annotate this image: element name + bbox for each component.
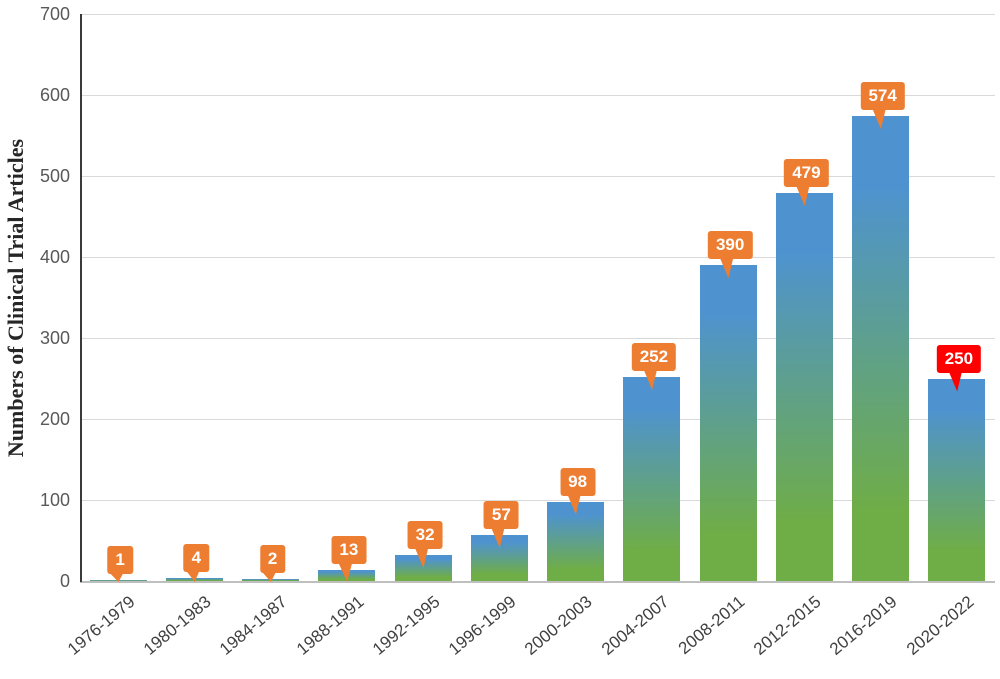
data-label-2016-2019: 574 xyxy=(860,82,905,111)
x-tick-label-1980-1983: 1980-1983 xyxy=(140,592,215,659)
y-tick-label-400: 400 xyxy=(39,247,70,267)
bar-2004-2007 xyxy=(623,376,681,581)
x-tick-label-1996-1999: 1996-1999 xyxy=(445,592,520,659)
x-tick-label-2000-2003: 2000-2003 xyxy=(521,592,596,659)
bar-2000-2003 xyxy=(547,501,605,581)
x-tick-label-2020-2022: 2020-2022 xyxy=(902,592,978,659)
data-label-pointer-1980-1983 xyxy=(186,570,200,582)
gridline-500 xyxy=(80,176,995,177)
data-label-1988-1991: 13 xyxy=(331,536,367,565)
data-label-1992-1995: 32 xyxy=(407,521,443,550)
y-tick-label-500: 500 xyxy=(39,166,70,186)
data-label-1976-1979: 1 xyxy=(107,546,133,575)
bar-2012-2015 xyxy=(775,193,833,581)
data-label-1984-1987: 2 xyxy=(259,545,286,574)
x-tick-label-1984-1987: 1984-1987 xyxy=(216,592,291,659)
data-label-2000-2003: 98 xyxy=(560,467,596,496)
bar-2016-2019 xyxy=(852,116,910,581)
y-tick-label-300: 300 xyxy=(39,328,70,348)
gridline-400 xyxy=(80,257,995,258)
data-label-pointer-1984-1987 xyxy=(262,572,276,582)
x-tick-label-1992-1995: 1992-1995 xyxy=(368,592,444,659)
x-tick-label-2016-2019: 2016-2019 xyxy=(826,592,901,659)
data-label-2008-2011: 390 xyxy=(707,231,753,260)
data-label-pointer-1976-1979 xyxy=(110,573,124,582)
x-tick-label-2012-2015: 2012-2015 xyxy=(750,592,825,659)
y-tick-label-100: 100 xyxy=(39,490,70,510)
data-label-2012-2015: 479 xyxy=(784,159,829,188)
x-tick-label-1988-1991: 1988-1991 xyxy=(292,592,368,659)
x-tick-label-2008-2011: 2008-2011 xyxy=(674,592,749,659)
y-tick-label-0: 0 xyxy=(59,571,70,591)
x-tick-label-2004-2007: 2004-2007 xyxy=(597,592,673,659)
bar-2008-2011 xyxy=(699,265,757,581)
data-label-1996-1999: 57 xyxy=(483,500,519,529)
y-tick-label-600: 600 xyxy=(39,85,70,105)
gridline-100 xyxy=(80,500,995,501)
bar-2020-2022 xyxy=(928,378,986,581)
x-tick-label-1976-1979: 1976-1979 xyxy=(63,592,139,659)
y-tick-label-700: 700 xyxy=(39,4,70,24)
data-label-1980-1983: 4 xyxy=(183,543,210,572)
data-label-2004-2007: 252 xyxy=(631,342,677,371)
gridline-700 xyxy=(80,14,995,15)
x-axis-line xyxy=(80,581,995,583)
y-axis-line xyxy=(80,14,82,582)
data-label-2020-2022: 250 xyxy=(936,344,982,373)
gridline-200 xyxy=(80,419,995,420)
y-tick-label-200: 200 xyxy=(39,409,70,429)
gridline-300 xyxy=(80,338,995,339)
gridline-600 xyxy=(80,95,995,96)
